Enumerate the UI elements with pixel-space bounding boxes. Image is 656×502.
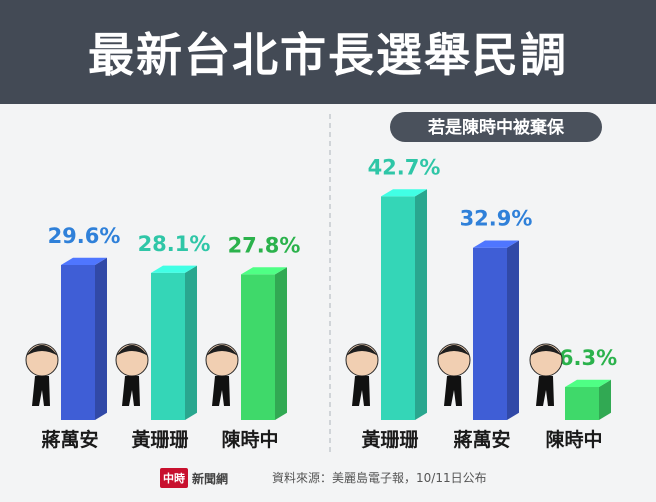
avatar-hair bbox=[530, 345, 562, 356]
bar-side bbox=[415, 189, 427, 420]
category-label: 蔣萬安 bbox=[41, 428, 98, 451]
bar bbox=[565, 379, 611, 420]
category-label: 黃珊珊 bbox=[131, 428, 188, 451]
avatar-body bbox=[32, 376, 50, 406]
bar-front bbox=[61, 265, 95, 420]
bar-side bbox=[95, 257, 107, 420]
source-note: 資料來源：美麗島電子報，10/11日公布 bbox=[272, 471, 487, 485]
bar-side bbox=[507, 240, 519, 420]
category-label: 蔣萬安 bbox=[453, 428, 510, 451]
bar-side bbox=[185, 265, 197, 420]
bar bbox=[151, 265, 197, 420]
page-title: 最新台北市長選舉民調 bbox=[88, 28, 568, 82]
bar-front bbox=[565, 387, 599, 420]
value-label: 6.3% bbox=[559, 346, 617, 370]
value-label: 27.8% bbox=[228, 233, 301, 257]
candidate-figure bbox=[345, 343, 379, 406]
value-label: 32.9% bbox=[460, 207, 533, 231]
poll-charts: 29.6% 蔣萬安 28.1% 黃珊珊 27.8% 陳時中 若是陳時中被棄保 42.7% 黃珊珊… bbox=[25, 112, 617, 456]
chart-panel-1: 29.6% 蔣萬安 28.1% 黃珊珊 27.8% 陳時中 bbox=[25, 224, 301, 451]
bar-side bbox=[599, 379, 611, 420]
chart-panel-2: 若是陳時中被棄保 42.7% 黃珊珊 32.9% 蔣萬安 6.3% 陳時中 bbox=[345, 112, 617, 451]
bar bbox=[381, 189, 427, 420]
candidate-figure bbox=[115, 343, 149, 406]
chart-title-pill bbox=[390, 112, 602, 142]
candidate-figure bbox=[205, 343, 239, 406]
bar-front bbox=[381, 196, 415, 420]
bar bbox=[241, 267, 287, 420]
avatar-body bbox=[352, 376, 370, 406]
value-label: 28.1% bbox=[138, 232, 211, 256]
bar-top bbox=[61, 257, 107, 265]
avatar-body bbox=[444, 376, 462, 406]
bar-front bbox=[473, 247, 507, 420]
bar-top bbox=[241, 267, 287, 275]
avatar-body bbox=[536, 376, 554, 406]
logo-box: 中時 bbox=[160, 468, 188, 488]
avatar-hair bbox=[346, 345, 378, 356]
chart-title: 若是陳時中被棄保 bbox=[427, 117, 565, 138]
bar-top bbox=[473, 240, 519, 248]
bar-top bbox=[565, 379, 611, 388]
bar bbox=[61, 257, 107, 420]
bar-front bbox=[241, 274, 275, 420]
candidate-figure bbox=[529, 343, 563, 406]
avatar-body bbox=[212, 376, 230, 406]
value-label: 29.6% bbox=[48, 224, 121, 248]
bar-top bbox=[151, 265, 197, 273]
bar-front bbox=[151, 272, 185, 420]
category-label: 陳時中 bbox=[221, 428, 278, 451]
avatar-body bbox=[122, 376, 140, 406]
category-label: 黃珊珊 bbox=[361, 428, 418, 451]
avatar-hair bbox=[206, 345, 238, 356]
header-banner: 最新台北市長選舉民調 bbox=[0, 0, 656, 104]
logo-text: 新聞網 bbox=[192, 471, 229, 486]
bar-side bbox=[275, 267, 287, 420]
avatar-hair bbox=[26, 345, 58, 356]
candidate-figure bbox=[25, 343, 59, 406]
brand-logo: 中時 新聞網 bbox=[160, 468, 228, 488]
bar-top bbox=[381, 189, 427, 197]
avatar-hair bbox=[438, 345, 470, 356]
avatar-hair bbox=[116, 345, 148, 356]
value-label: 42.7% bbox=[368, 155, 441, 179]
bar bbox=[473, 240, 519, 420]
candidate-figure bbox=[437, 343, 471, 406]
category-label: 陳時中 bbox=[545, 428, 602, 451]
